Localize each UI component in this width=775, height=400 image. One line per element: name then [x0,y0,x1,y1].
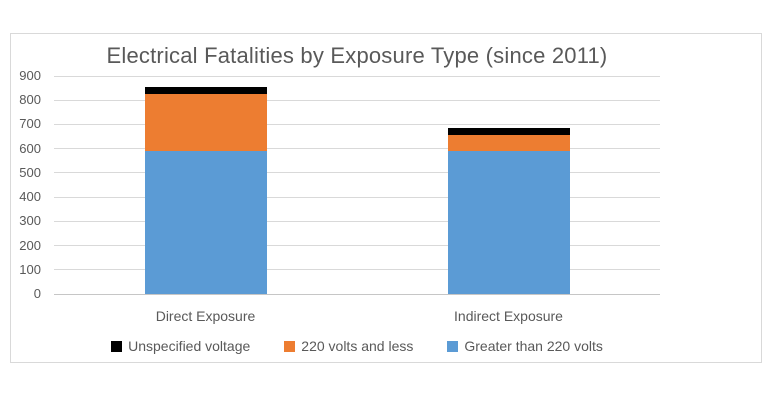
y-axis-tick-label: 300 [19,213,41,229]
x-axis-line [54,293,660,295]
x-axis-category-label: Direct Exposure [155,308,256,324]
gridline [54,220,660,222]
chart-title: Electrical Fatalities by Exposure Type (… [106,43,608,68]
legend-color-swatch [284,340,296,352]
x-axis-category-label: Indirect Exposure [454,308,563,324]
gridline [54,269,660,271]
bar-segment [144,86,267,95]
chart-container: Electrical Fatalities by Exposure Type (… [10,33,762,363]
y-axis-tick-label: 100 [19,261,41,277]
y-axis-tick-label: 200 [19,237,41,253]
gridline [54,75,660,77]
legend: Unspecified voltage 220 volts and less Gre… [54,335,660,357]
y-axis-tick-label: 900 [19,68,41,83]
gridline [54,196,660,198]
gridline [54,123,660,125]
gridline [54,148,660,150]
y-axis-tick-label: 800 [19,92,41,108]
legend-item: 220 volts and less [284,338,413,354]
bar-segment [144,151,267,294]
gridline [54,245,660,247]
legend-item: Greater than 220 volts [447,338,603,354]
gridline [54,172,660,174]
y-axis-tick-label: 400 [19,189,41,205]
bar-segment [447,151,570,294]
legend-color-swatch [447,340,459,352]
legend-color-swatch [111,340,123,352]
y-axis-tick-label: 600 [19,140,41,156]
bar-segment [447,135,570,152]
bar-segment [447,128,570,136]
legend-item-label: Greater than 220 volts [464,338,603,354]
y-axis-tick-label: 500 [19,164,41,180]
y-axis-tick-label: 0 [33,286,41,301]
legend-item-label: Unspecified voltage [128,338,251,354]
legend-item: Unspecified voltage [111,338,250,354]
gridline [54,99,660,101]
bar-segment [144,94,267,152]
legend-item-label: 220 volts and less [301,338,414,354]
y-axis-tick-label: 700 [19,116,41,132]
